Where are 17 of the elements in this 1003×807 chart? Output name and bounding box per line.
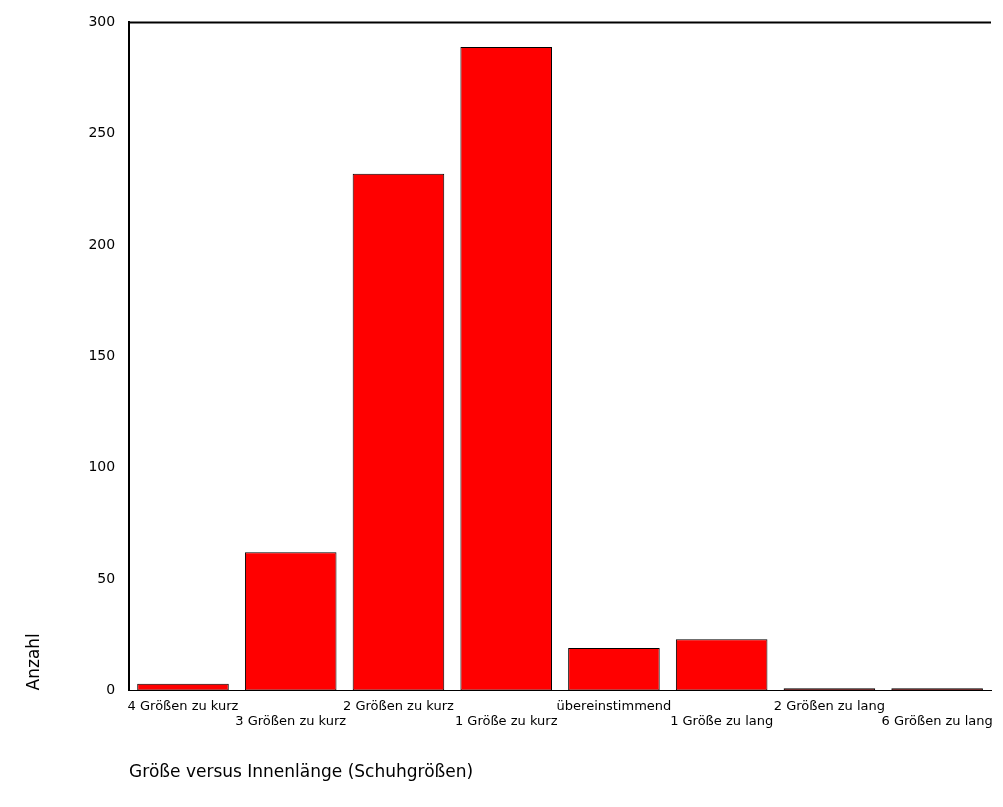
- x-tick-label: 6 Größen zu lang: [881, 713, 993, 729]
- y-tick-label: 150: [88, 347, 116, 364]
- y-tick-label: 250: [88, 124, 116, 141]
- y-tick-label: 300: [88, 13, 116, 30]
- x-tick-label: 4 Größen zu kurz: [127, 697, 239, 713]
- y-tick-label: 50: [97, 569, 116, 586]
- x-tick-label: 2 Größen zu kurz: [343, 697, 455, 713]
- x-tick-label: 1 Größe zu lang: [670, 713, 774, 729]
- x-tick-label: 1 Größe zu kurz: [454, 713, 558, 729]
- y-tick-label: 0: [106, 681, 116, 698]
- y-axis-title: Anzahl: [22, 633, 43, 691]
- x-tick-label: 3 Größen zu kurz: [235, 713, 347, 729]
- y-tick-label: 200: [88, 235, 116, 252]
- y-tick-label: 100: [88, 458, 116, 475]
- x-axis-title: Größe versus Innenlänge (Schuhgrößen): [129, 761, 474, 782]
- x-tick-label: 2 Größen zu lang: [773, 697, 886, 713]
- x-tick-label: übereinstimmend: [556, 697, 672, 713]
